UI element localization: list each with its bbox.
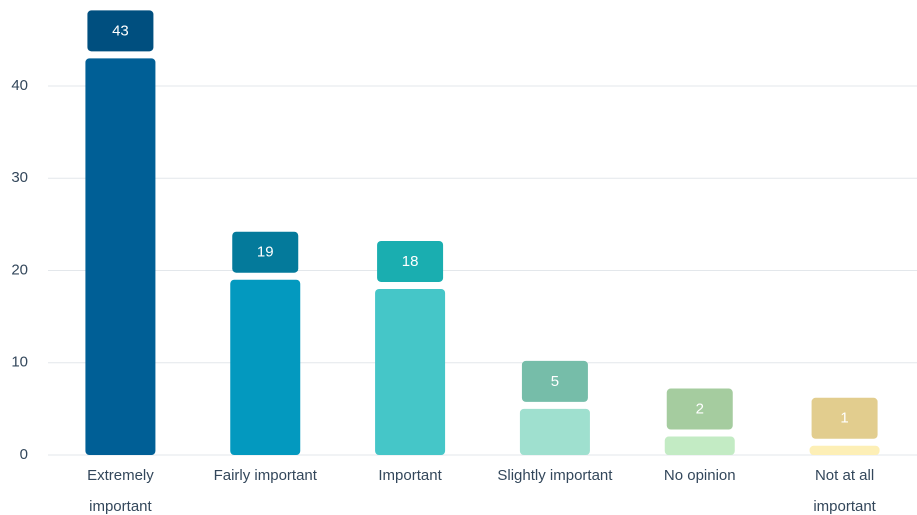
y-tick-label: 20: [11, 261, 28, 278]
y-tick-label: 10: [11, 354, 28, 371]
value-label-box: [232, 231, 299, 273]
y-tick-label: 0: [20, 446, 28, 463]
bar: [230, 279, 301, 455]
bar: [664, 436, 735, 455]
bar: [375, 288, 446, 455]
value-label-box: [666, 388, 733, 430]
value-label-box: [811, 397, 878, 439]
x-tick-label: Important: [378, 467, 442, 484]
x-tick-label: Extremely important: [87, 467, 154, 515]
x-tick-label: Slightly important: [497, 467, 613, 484]
x-tick-label: Fairly important: [213, 467, 317, 484]
bar: [809, 445, 880, 455]
value-label-box: [521, 360, 588, 402]
value-label: 5: [551, 373, 559, 390]
x-tick-label: No opinion: [663, 467, 736, 484]
value-label: 18: [402, 253, 419, 270]
value-label: 1: [840, 410, 848, 427]
y-tick-label: 40: [11, 77, 28, 94]
y-tick-label: 30: [11, 169, 28, 186]
value-label: 43: [112, 22, 129, 39]
value-label: 2: [696, 401, 704, 418]
bar: [85, 58, 156, 455]
value-label-box: [87, 10, 154, 52]
bar: [519, 408, 590, 455]
value-label-box: [377, 240, 444, 282]
x-tick-label: Not at all important: [813, 467, 876, 515]
value-label: 19: [257, 244, 274, 261]
